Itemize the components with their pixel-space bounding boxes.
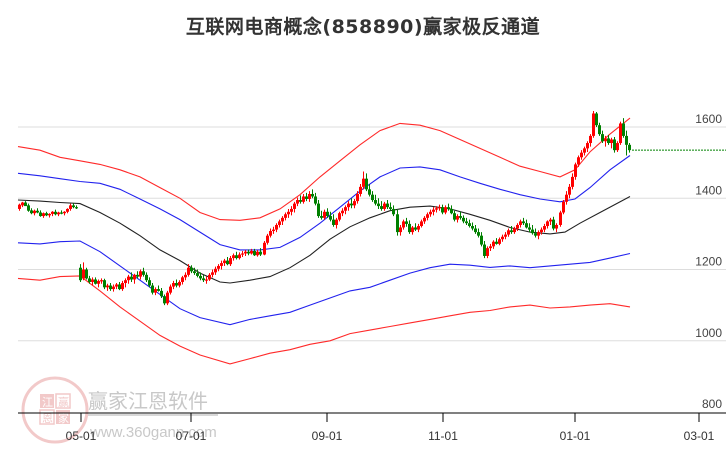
- lower_outer-line: [17, 275, 631, 365]
- upper_outer-line: [17, 117, 631, 221]
- x-tick-label: 11-01: [428, 429, 458, 443]
- lower_inner-line: [17, 240, 631, 326]
- grid-lines: [18, 126, 726, 342]
- y-tick-label: 800: [702, 397, 722, 411]
- svg-text:江: 江: [42, 396, 53, 409]
- svg-text:家: 家: [58, 411, 69, 425]
- svg-text:赢: 赢: [58, 395, 69, 409]
- x-axis: 05-01 07-01 09-01 11-01 01-01 03-01: [18, 412, 726, 443]
- middle-line: [17, 196, 631, 284]
- watermark: 江 赢 恩 家 赢家江恩软件 www.360gann.com: [21, 376, 218, 444]
- x-tick-label: 05-01: [66, 429, 97, 443]
- candlesticks: [18, 110, 631, 306]
- y-tick-label: 1200: [695, 255, 722, 269]
- chart-title: 互联网电商概念(858890)赢家极反通道: [185, 16, 541, 38]
- watermark-logo-icon: 江 赢 恩 家: [21, 376, 89, 444]
- channel-lines: [17, 117, 631, 365]
- x-tick-label: 09-01: [312, 429, 343, 443]
- y-axis: 1600 1400 1200 1000 800: [695, 112, 722, 411]
- x-tick-label: 03-01: [684, 429, 715, 443]
- y-tick-label: 1000: [695, 326, 722, 340]
- watermark-url: www.360gann.com: [89, 424, 217, 441]
- x-tick-label: 07-01: [176, 429, 207, 443]
- y-tick-label: 1600: [695, 112, 722, 126]
- y-tick-label: 1400: [695, 183, 722, 197]
- x-tick-label: 01-01: [560, 429, 591, 443]
- watermark-brand: 赢家江恩软件: [88, 389, 208, 413]
- svg-text:恩: 恩: [42, 412, 53, 425]
